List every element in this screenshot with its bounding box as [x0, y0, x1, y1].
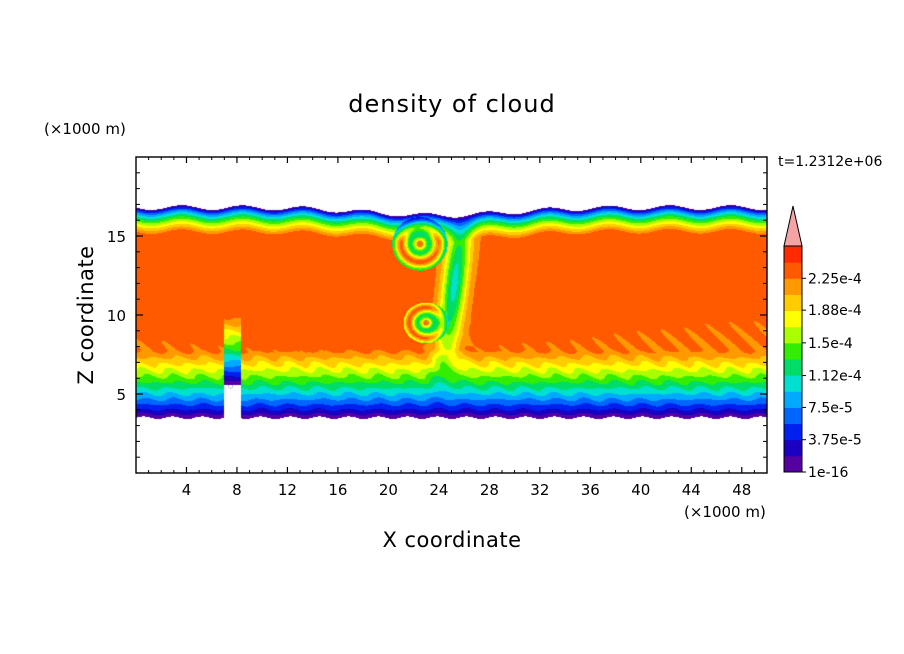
- cloud-density-field: [136, 157, 767, 473]
- x-tick-label: 24: [429, 481, 448, 499]
- x-axis: 4 8 12 16 20 24 28 32 36 40 44 48: [148, 157, 755, 499]
- chart-title: density of cloud: [348, 90, 555, 118]
- colorbar-label: 1.5e-4: [808, 336, 853, 352]
- x-tick-label: 48: [732, 481, 751, 499]
- x-unit-label: (×1000 m): [684, 503, 766, 521]
- colorbar-band: [784, 375, 802, 392]
- colorbar-band: [784, 439, 802, 457]
- x-tick-label: 20: [379, 481, 398, 499]
- colorbar-band: [784, 294, 802, 312]
- x-tick-label: 28: [480, 481, 499, 499]
- x-tick-label: 12: [278, 481, 297, 499]
- colorbar-band: [784, 310, 802, 328]
- colorbar-label: 1.88e-4: [808, 303, 862, 319]
- colorbar-band: [784, 455, 802, 473]
- feature-terrain-bump: [228, 383, 234, 389]
- x-tick-label: 40: [631, 481, 650, 499]
- colorbar-band: [784, 246, 802, 263]
- time-label: t=1.2312e+06: [778, 154, 882, 170]
- y-tick-label: 15: [107, 228, 126, 246]
- colorbar-band: [784, 407, 802, 425]
- y-unit-label: (×1000 m): [44, 120, 126, 138]
- colorbar-band: [784, 278, 802, 295]
- x-tick-label: 16: [328, 481, 347, 499]
- colorbar-band: [784, 342, 802, 360]
- x-tick-label: 36: [581, 481, 600, 499]
- colorbar-band: [784, 326, 802, 344]
- colorbar-label: 1e-16: [808, 465, 848, 481]
- colorbar-band: [784, 391, 802, 408]
- colorbar-label: 3.75e-5: [808, 433, 862, 449]
- plot-area: [136, 157, 767, 473]
- x-tick-label: 8: [232, 481, 242, 499]
- x-tick-label: 32: [530, 481, 549, 499]
- y-axis: 5 10 15: [107, 172, 767, 458]
- colorbar-frame: [783, 245, 803, 473]
- colorbar-band: [784, 262, 802, 279]
- cloud-density-raster: [136, 157, 767, 473]
- colorbar-label: 2.25e-4: [808, 271, 862, 287]
- colorbar-band: [784, 359, 802, 376]
- x-tick-label: 4: [182, 481, 192, 499]
- colorbar-band: [784, 423, 802, 441]
- colorbar-label: 1.12e-4: [808, 369, 862, 385]
- x-axis-label: X coordinate: [382, 528, 521, 552]
- x-tick-label: 44: [682, 481, 701, 499]
- feature-vortex: [417, 241, 423, 247]
- colorbar-extend-arrow: [783, 205, 803, 247]
- y-axis-label: Z coordinate: [74, 245, 98, 384]
- y-tick-label: 5: [116, 386, 126, 404]
- colorbar: 2.25e-4 1.88e-4 1.5e-4 1.12e-4 7.5e-5 3.75e-5…: [783, 205, 862, 481]
- colorbar-label: 7.5e-5: [808, 400, 853, 416]
- feature-vortex: [423, 320, 429, 326]
- y-tick-label: 10: [107, 307, 126, 325]
